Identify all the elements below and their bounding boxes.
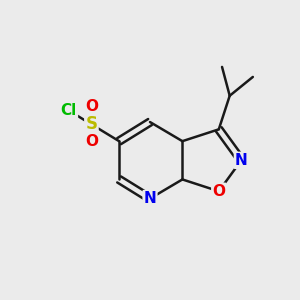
Text: O: O — [212, 184, 225, 199]
Text: O: O — [85, 99, 98, 114]
Text: N: N — [235, 153, 248, 168]
Text: N: N — [144, 191, 156, 206]
Text: S: S — [85, 115, 98, 133]
Text: O: O — [85, 134, 98, 149]
Text: Cl: Cl — [61, 103, 77, 118]
